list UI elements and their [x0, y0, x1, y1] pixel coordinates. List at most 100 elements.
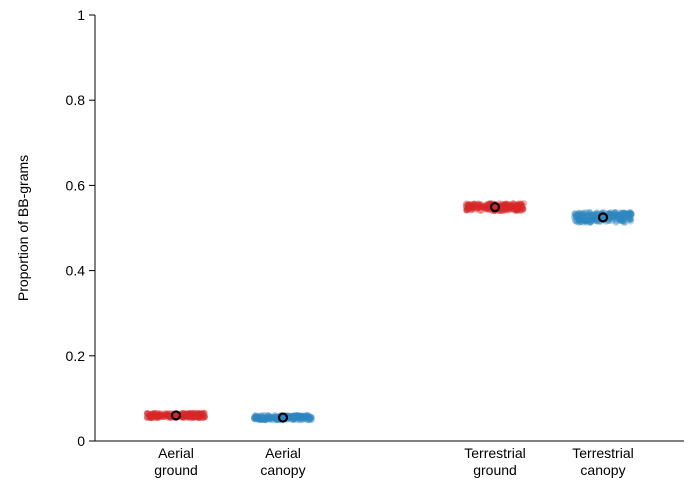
data-point: [190, 414, 197, 421]
data-point: [289, 416, 296, 423]
data-point: [198, 411, 206, 418]
data-point: [254, 413, 261, 420]
point-cloud: [462, 200, 528, 215]
data-point: [498, 200, 505, 208]
data-point: [194, 414, 201, 421]
data-point: [502, 206, 509, 213]
data-point: [476, 203, 483, 211]
data-point: [186, 412, 194, 419]
data-point: [581, 216, 588, 223]
data-point: [501, 201, 508, 208]
data-point: [481, 202, 488, 209]
data-point: [476, 207, 484, 214]
data-point: [150, 410, 157, 418]
data-point: [501, 203, 508, 210]
data-point: [503, 205, 511, 213]
data-point: [196, 410, 204, 417]
data-point: [295, 415, 303, 423]
data-point: [618, 209, 625, 217]
data-point: [190, 414, 197, 422]
data-point: [160, 413, 168, 420]
data-point: [262, 416, 269, 424]
data-point: [180, 412, 187, 419]
data-point: [253, 415, 260, 423]
data-point: [586, 219, 594, 226]
data-point: [290, 412, 297, 420]
data-point: [179, 411, 187, 418]
data-point: [155, 411, 162, 418]
data-point: [511, 202, 518, 210]
data-point: [198, 412, 205, 420]
data-point: [625, 210, 633, 217]
data-point: [499, 202, 506, 209]
data-point: [515, 200, 522, 207]
data-point: [470, 201, 477, 208]
data-point: [580, 214, 587, 222]
data-point: [257, 416, 265, 423]
data-point: [579, 211, 587, 218]
data-point: [151, 411, 158, 418]
data-point: [511, 203, 519, 210]
data-point: [186, 412, 193, 419]
data-point: [155, 411, 163, 419]
data-point: [576, 217, 583, 224]
data-point: [612, 219, 620, 226]
data-point: [513, 207, 521, 214]
data-point: [193, 411, 201, 418]
data-point: [616, 209, 624, 216]
data-point: [611, 209, 619, 216]
data-point: [269, 415, 276, 422]
data-point: [300, 412, 307, 419]
data-point: [593, 215, 600, 223]
data-point: [290, 412, 297, 420]
data-point: [614, 212, 621, 219]
data-point: [475, 200, 482, 207]
data-point: [261, 416, 268, 424]
data-point: [471, 203, 479, 210]
data-point: [581, 209, 588, 216]
data-point: [585, 213, 592, 221]
data-point: [294, 415, 302, 422]
data-point: [188, 413, 195, 420]
data-point: [300, 414, 307, 422]
y-tick-label: 1: [77, 7, 85, 23]
data-point: [484, 203, 491, 210]
data-point: [293, 414, 300, 421]
data-point: [199, 413, 206, 420]
y-tick-label: 0.8: [66, 92, 86, 108]
data-point: [300, 414, 307, 421]
data-point: [469, 201, 476, 208]
data-point: [622, 209, 629, 217]
data-point: [618, 214, 625, 222]
data-point: [146, 414, 154, 421]
data-point: [260, 415, 267, 422]
data-point: [514, 202, 521, 209]
data-point: [508, 201, 516, 209]
data-point: [513, 206, 521, 214]
data-point: [180, 411, 188, 418]
data-point: [164, 411, 171, 419]
data-point: [500, 201, 508, 208]
y-tick-label: 0: [77, 433, 85, 449]
data-point: [303, 413, 311, 420]
data-point: [515, 201, 523, 208]
data-point: [587, 217, 595, 224]
data-point: [618, 214, 625, 221]
data-point: [187, 413, 195, 420]
data-point: [586, 219, 594, 226]
data-point: [584, 212, 591, 219]
data-point: [295, 413, 302, 420]
data-point: [150, 412, 158, 419]
data-point: [468, 201, 476, 209]
data-point: [502, 200, 510, 208]
data-point: [611, 212, 618, 220]
data-point: [501, 203, 509, 210]
data-point: [296, 412, 304, 420]
data-point: [617, 214, 625, 222]
data-point: [577, 219, 584, 226]
data-point: [483, 202, 490, 209]
data-point: [307, 413, 315, 421]
data-point: [610, 212, 617, 220]
data-point: [475, 204, 482, 212]
data-point: [252, 412, 260, 419]
